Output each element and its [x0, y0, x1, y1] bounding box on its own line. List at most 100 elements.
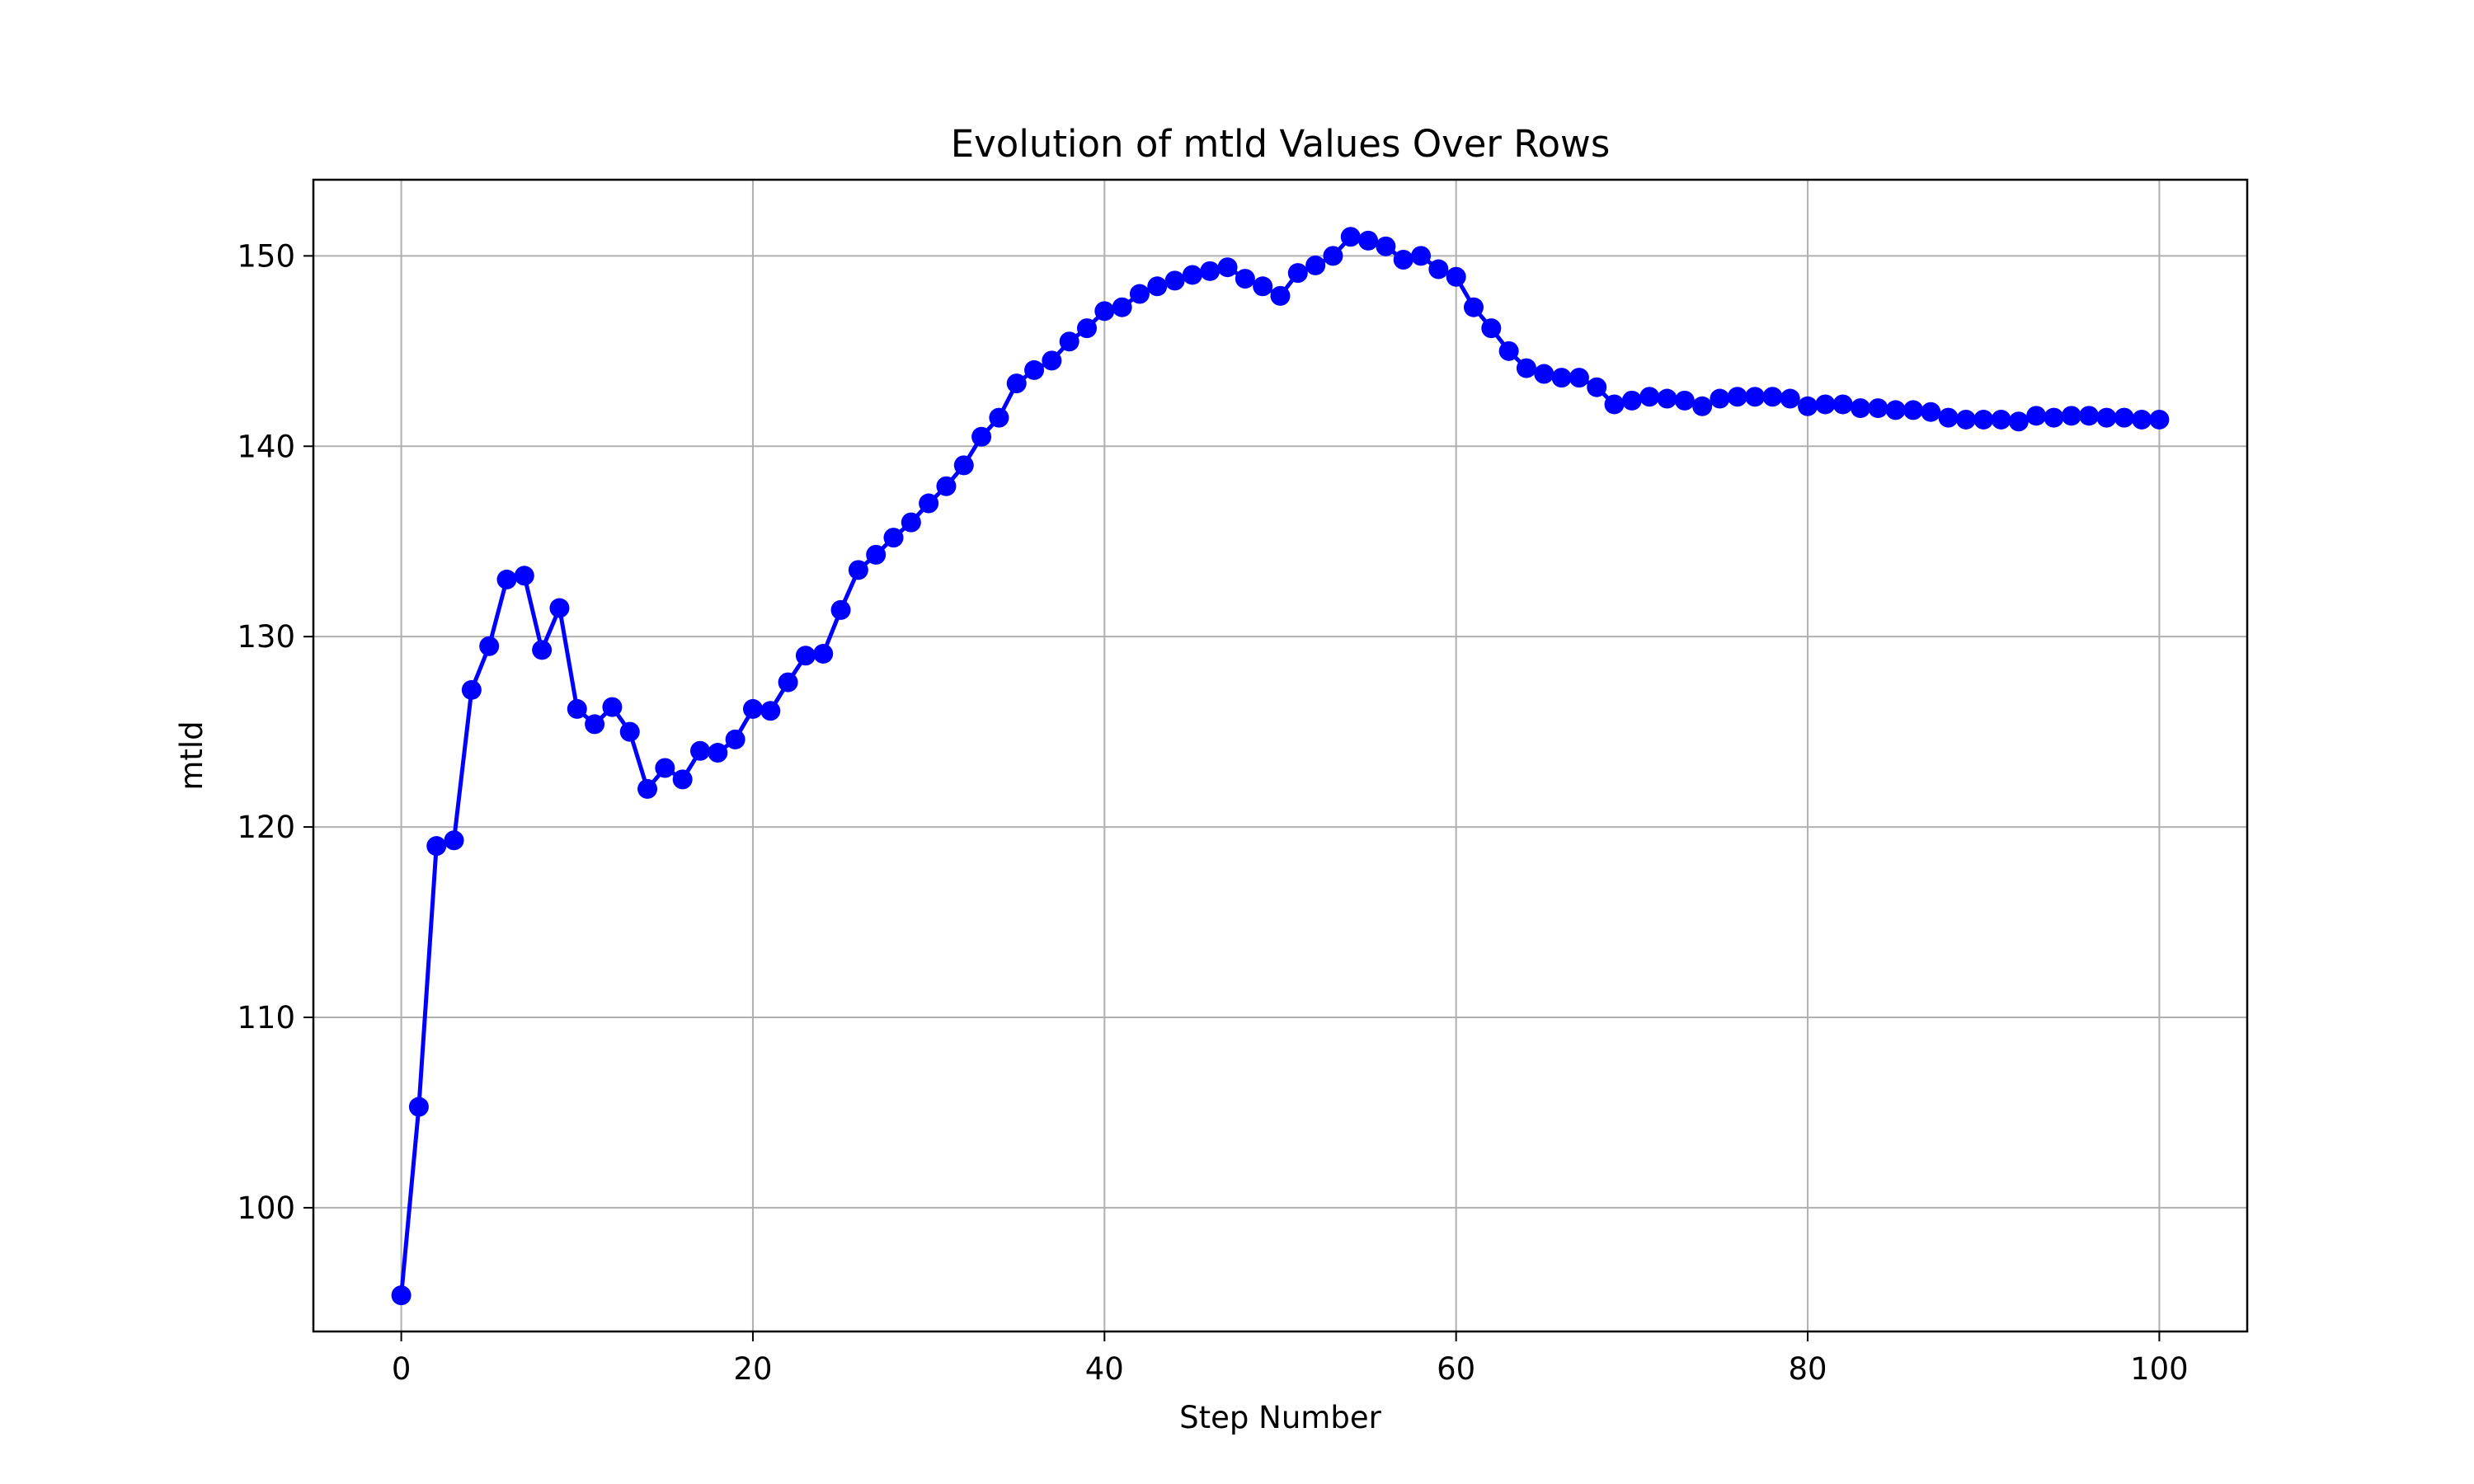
y-axis-label: mtld — [174, 721, 209, 790]
data-point — [1991, 409, 2011, 430]
data-point — [1745, 387, 1766, 407]
data-point — [1235, 269, 1255, 289]
data-point — [1217, 257, 1238, 278]
data-point — [1481, 318, 1502, 339]
data-point — [2149, 409, 2170, 430]
y-tick-label: 150 — [237, 238, 295, 274]
data-point — [1921, 402, 1941, 422]
data-point — [1200, 261, 1221, 281]
x-tick-label: 0 — [392, 1351, 412, 1387]
data-point — [1129, 284, 1150, 304]
data-point — [1780, 388, 1800, 409]
data-point — [1376, 236, 1396, 256]
data-point — [795, 646, 816, 666]
x-tick-label: 60 — [1437, 1351, 1475, 1387]
data-point — [1798, 396, 1818, 416]
data-point — [408, 1097, 429, 1117]
data-point — [619, 721, 640, 742]
y-axis-ticks: 100 110 120 130 140 150 — [237, 238, 313, 1226]
data-point — [1464, 297, 1484, 317]
data-point — [637, 778, 658, 799]
data-point — [1621, 390, 1642, 411]
data-point — [567, 698, 587, 719]
data-point — [585, 714, 605, 735]
data-point — [1639, 387, 1660, 407]
data-point — [866, 544, 887, 565]
data-point — [742, 698, 763, 719]
x-axis-label: Step Number — [1179, 1400, 1381, 1435]
grid-lines — [313, 180, 2247, 1331]
y-tick-label: 140 — [237, 429, 295, 464]
data-point — [2079, 406, 2100, 426]
data-point — [549, 598, 570, 618]
data-point — [1692, 396, 1713, 416]
data-point — [1762, 387, 1783, 407]
data-point — [1710, 388, 1730, 409]
data-point — [2008, 411, 2029, 432]
data-point — [655, 758, 675, 778]
data-point — [444, 830, 464, 851]
data-point — [919, 493, 939, 514]
data-point — [1534, 364, 1554, 384]
data-series — [391, 227, 2170, 1306]
y-tick-label: 110 — [237, 1000, 295, 1036]
data-point — [1973, 409, 1994, 430]
data-point — [953, 455, 974, 476]
x-tick-label: 80 — [1788, 1351, 1827, 1387]
data-point — [1323, 246, 1343, 266]
data-point — [1393, 249, 1413, 270]
data-point — [989, 407, 1009, 428]
data-point — [1868, 398, 1888, 419]
data-point — [830, 599, 851, 620]
y-tick-label: 100 — [237, 1190, 295, 1226]
data-point — [1340, 227, 1361, 247]
data-point — [1903, 400, 1923, 420]
data-point — [778, 672, 798, 693]
data-point — [479, 636, 500, 656]
plot-area-frame — [312, 178, 2249, 1333]
data-point — [1147, 276, 1168, 297]
data-point — [426, 836, 447, 857]
data-point — [760, 701, 781, 721]
data-point — [1164, 270, 1185, 291]
x-tick-label: 100 — [2130, 1351, 2189, 1387]
data-point — [1287, 263, 1308, 284]
data-point — [1182, 265, 1202, 285]
data-point — [1006, 373, 1027, 394]
data-point — [1815, 394, 1836, 415]
data-point — [2061, 406, 2081, 426]
data-point — [971, 426, 992, 447]
data-point — [496, 569, 517, 589]
data-point — [1569, 368, 1589, 388]
data-point — [2096, 407, 2117, 428]
data-point — [708, 743, 728, 763]
data-point — [1059, 331, 1079, 352]
data-point — [2044, 407, 2064, 428]
data-point — [848, 560, 868, 580]
chart-title: Evolution of mtld Values Over Rows — [951, 122, 1611, 166]
y-tick-label: 130 — [237, 619, 295, 655]
data-point — [1851, 398, 1870, 419]
data-point — [1516, 358, 1536, 378]
data-point — [1411, 246, 1432, 266]
data-point — [1674, 390, 1695, 411]
data-point — [1446, 266, 1466, 287]
data-point — [1024, 359, 1045, 380]
data-point — [1358, 230, 1379, 251]
data-point — [391, 1285, 412, 1306]
data-point — [1551, 368, 1572, 388]
data-point — [725, 729, 745, 749]
data-point — [1112, 297, 1132, 317]
data-point — [514, 566, 534, 586]
data-point — [1587, 377, 1607, 397]
data-point — [1428, 259, 1449, 279]
data-point — [1042, 350, 1062, 371]
data-point — [1498, 340, 1519, 361]
data-point — [532, 640, 553, 660]
x-axis-ticks: 0 20 40 60 80 100 — [392, 1331, 2189, 1387]
data-point — [672, 769, 693, 790]
data-point — [1832, 394, 1853, 415]
x-tick-label: 20 — [733, 1351, 772, 1387]
